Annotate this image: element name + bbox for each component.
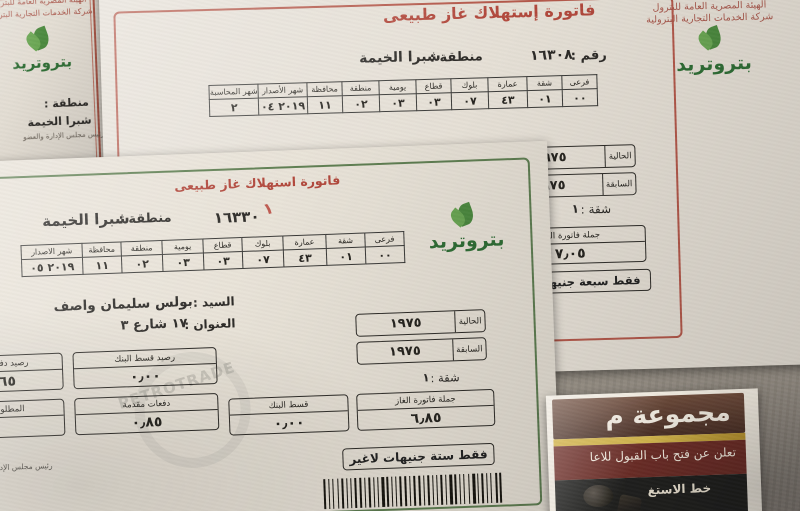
table-value-cell: ٤٣ [283,248,327,267]
bank-installment-box: قسط البنك ٠٫٠٠ [228,394,350,436]
left-petrotrade-logo: بتروتريد [6,25,78,73]
table-value-cell: ١١ [307,95,343,114]
invoice-bottom: PETROTRADE فاتورة استهلاك غاز طبيعى بترو… [0,140,561,511]
ad-photo-blob-icon [582,484,614,508]
table-header-cell: فرعى [364,231,405,247]
table-value-cell: ٢٠١٩ ٠٥ [21,257,84,277]
top-flat-value: ١ [571,201,580,216]
table-header-cell: محافظة [306,81,343,97]
ad-top-band: مجموعة م [551,392,746,440]
table-value-cell: ٢٠١٩ ٠٤ [258,96,308,116]
table-value-cell: ٠٣ [416,92,452,111]
table-header-cell: يومية [378,79,417,95]
bank-installment-value: ٠٫٠٠ [273,414,305,432]
table-value-cell: ٠٣ [203,251,243,270]
required-value [0,416,64,439]
top-flat-label: شقة : [580,201,612,217]
table-header-cell: منطقة [341,80,380,96]
ad-line2: تعلن عن فتح باب القبول للاعا [589,445,737,465]
table-header-cell: منطقة [120,240,163,256]
advance-payments-box: دفعات مقدمة ٠٫٨٥ [74,392,220,436]
table-header-cell: شهر الأصدار [257,82,308,99]
bottom-flat-value: ١ [422,370,430,385]
bottom-current-label: الحالية [454,310,485,333]
top-petrotrade-logo: بتروتريد [638,24,789,77]
payments-balance-value: ٦٥ [0,372,17,390]
table-header-cell: قطاع [415,78,452,94]
table-value-cell: ١١ [82,255,123,275]
bottom-total-box: جملة فاتورة الغاز ٦٫٨٥ [356,388,496,431]
ad-title: مجموعة م [604,397,732,431]
table-header-cell: شقة [526,75,563,91]
bottom-region-value: شبرا الخيمة [41,209,130,231]
bottom-previous-label: السابقة [451,338,486,361]
top-number-value: ١٦٣٠٨ [529,46,573,64]
top-logo-name: بتروتريد [675,51,753,76]
partial-invoice-left: الهيئة المصرية العامة للبترول شركة الخدم… [0,0,112,182]
bottom-current-value: ١٩٧٥ [389,315,422,332]
left-logo-name: بتروتريد [11,52,73,73]
table-value-cell: ٢ [209,98,259,117]
bottom-current-reading: ١٩٧٥ الحالية [355,309,486,337]
ad-line3: خط الاستغ [647,481,712,498]
advertisement-card: مجموعة م تعلن عن فتح باب القبول للاعا خط… [545,388,763,511]
table-header-cell: قطاع [202,237,243,253]
table-value-cell: ٠٣ [162,252,204,272]
table-value-cell: ٠٠ [365,245,405,264]
top-previous-label: السابقة [601,173,636,196]
bottom-address-value: ١٧ شارع ٣ [120,316,188,334]
table-header-cell: فرعى [561,74,598,90]
table-header-cell: عمارة [487,76,528,92]
table-header-cell: بلوك [241,236,284,252]
table-header-cell: محافظة [81,241,122,258]
advance-payments-value: ٠٫٨٥ [131,413,163,431]
bottom-previous-value: ١٩٧٥ [388,343,422,360]
table-header-cell: يومية [161,238,204,255]
table-header-cell: شهر المحاسبة [209,84,259,100]
left-region-value: شبرا الخيمة [27,113,92,130]
table-value-cell: ٠٧ [451,91,489,110]
left-region-label: منطقة : [43,95,90,111]
bottom-total-value: ٦٫٨٥ [410,409,442,427]
table-value-cell: ٠١ [326,246,366,266]
required-box: المطلوب [0,398,66,440]
bottom-address-label: العنوان : [184,316,236,333]
bottom-previous-reading: ١٩٧٥ السابقة [356,337,487,365]
top-current-label: الحالية [604,145,635,167]
table-value-cell: ٠٧ [242,250,284,269]
table-value-cell: ٠١ [527,89,563,108]
table-header-cell: بلوك [450,77,489,93]
ad-photo-blob2-icon [615,493,643,511]
bottom-petrotrade-logo: بتروتريد [395,201,537,254]
bottom-number-value: ١٦٣٣٠ [213,207,260,228]
table-value-cell: ٠٠ [562,88,598,107]
top-region-value: شبرا الخيمة [358,48,441,67]
bottom-flat-label: شقة : [430,370,460,386]
table-value-cell: ٠٢ [121,254,164,273]
top-number-label: رقم : [570,47,607,64]
bank-balance-box: رصيد قسط البنك ٠٫٠٠ [72,347,218,390]
table-value-cell: ٤٣ [488,90,528,109]
bottom-customer-label: السيد : [192,294,235,310]
table-header-cell: شقة [325,233,366,249]
ad-bottom-band: خط الاستغ [554,473,749,511]
bank-balance-value: ٠٫٠٠ [129,367,162,385]
payments-balance-box: رصيد دفعات ٦٥ [0,352,64,394]
table-value-cell: ٠٢ [342,94,380,113]
table-value-cell: ٠٣ [379,93,417,112]
